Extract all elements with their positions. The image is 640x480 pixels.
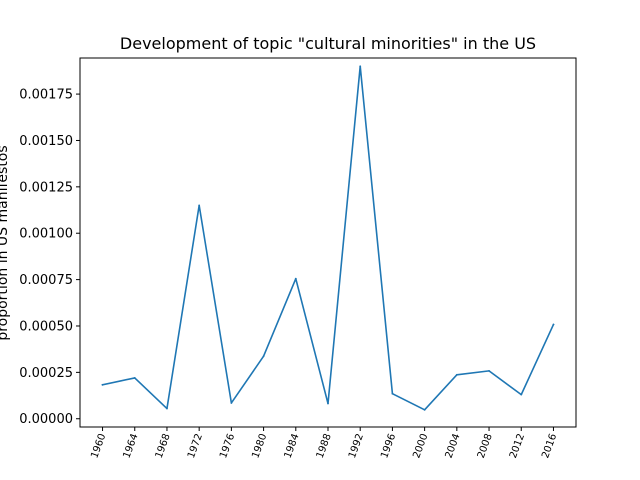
data-point <box>520 393 523 396</box>
data-point <box>230 402 233 404</box>
x-tick-label: 1972 <box>186 432 205 460</box>
x-tick-label: 1980 <box>250 432 269 460</box>
y-tick-label: 0.00075 <box>19 273 73 288</box>
x-tick-label: 1964 <box>122 432 141 460</box>
plot-frame <box>79 57 577 428</box>
y-tick-label: 0.00150 <box>19 134 73 149</box>
y-tick-label: 0.00175 <box>19 88 73 103</box>
x-tick-label: 1968 <box>154 432 173 460</box>
x-tick-label: 2004 <box>444 432 463 460</box>
data-point <box>359 65 362 68</box>
x-tick-label: 2016 <box>540 432 559 460</box>
data-point <box>552 323 555 326</box>
y-tick-label: 0.00000 <box>19 412 73 427</box>
x-tick-label: 1984 <box>283 432 302 460</box>
data-point <box>391 392 394 395</box>
data-point <box>133 377 136 379</box>
x-tick-label: 1996 <box>379 432 398 460</box>
y-tick-label: 0.00100 <box>19 227 73 242</box>
x-tick-label: 2008 <box>476 432 495 460</box>
data-point <box>455 373 458 376</box>
y-axis-label: proportion in US manifestos <box>0 145 11 340</box>
x-tick-label: 1960 <box>89 432 108 460</box>
data-point <box>294 277 297 280</box>
y-tick-label: 0.00025 <box>19 366 73 381</box>
data-point <box>327 402 329 405</box>
data-point <box>488 369 490 372</box>
y-tick-label: 0.00050 <box>19 319 73 334</box>
axes: 0.00000 0.00025 0.00050 0.00075 0.00100 0.001… <box>19 57 577 460</box>
chart-title: Development of topic "cultural minoritie… <box>120 34 536 53</box>
series-line <box>101 65 555 411</box>
data-point <box>166 407 168 410</box>
x-tick-label: 2000 <box>411 432 430 460</box>
x-tick-label: 1992 <box>347 432 366 460</box>
data-point <box>101 383 104 386</box>
x-tick-label: 1976 <box>218 432 237 460</box>
data-point <box>423 408 426 411</box>
data-point <box>262 355 265 358</box>
x-tick-label: 1988 <box>315 432 334 460</box>
data-point <box>198 204 201 207</box>
y-tick-label: 0.00125 <box>19 180 73 195</box>
x-tick-label: 2012 <box>508 432 527 460</box>
